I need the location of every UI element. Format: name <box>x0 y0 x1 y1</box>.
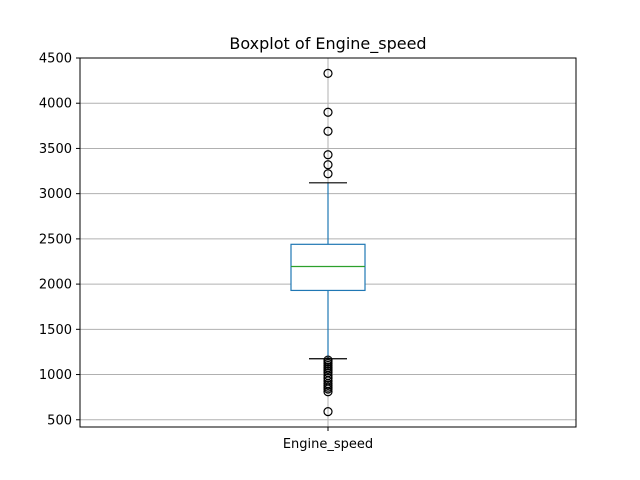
y-tick-label: 2500 <box>39 232 72 247</box>
y-tick-label: 4000 <box>39 97 72 112</box>
outlier-point <box>323 150 333 160</box>
chart-title: Boxplot of Engine_speed <box>229 34 426 54</box>
y-tick-label: 500 <box>47 413 72 428</box>
outlier-point <box>323 384 333 394</box>
outlier-point <box>323 107 333 117</box>
outliers <box>323 68 333 417</box>
x-axis: Engine_speed <box>283 427 373 452</box>
y-tick-label: 1500 <box>39 323 72 338</box>
x-tick-label: Engine_speed <box>283 437 373 452</box>
iqr-box <box>290 243 366 292</box>
outlier-point <box>323 373 333 383</box>
y-tick-label: 3500 <box>39 142 72 157</box>
outlier-point <box>323 126 333 136</box>
outlier-point <box>323 387 333 397</box>
y-tick-label: 4500 <box>39 52 72 67</box>
y-axis: 500 1000 1500 2000 2500 3000 3500 4000 4500 <box>39 52 80 428</box>
outlier-point <box>323 68 333 78</box>
outlier-point <box>323 160 333 170</box>
y-tick-label: 2000 <box>39 278 72 293</box>
box-plot <box>290 182 366 360</box>
outlier-point <box>323 407 333 417</box>
outlier-point <box>323 169 333 179</box>
y-tick-label: 3000 <box>39 187 72 202</box>
y-tick-label: 1000 <box>39 368 72 383</box>
